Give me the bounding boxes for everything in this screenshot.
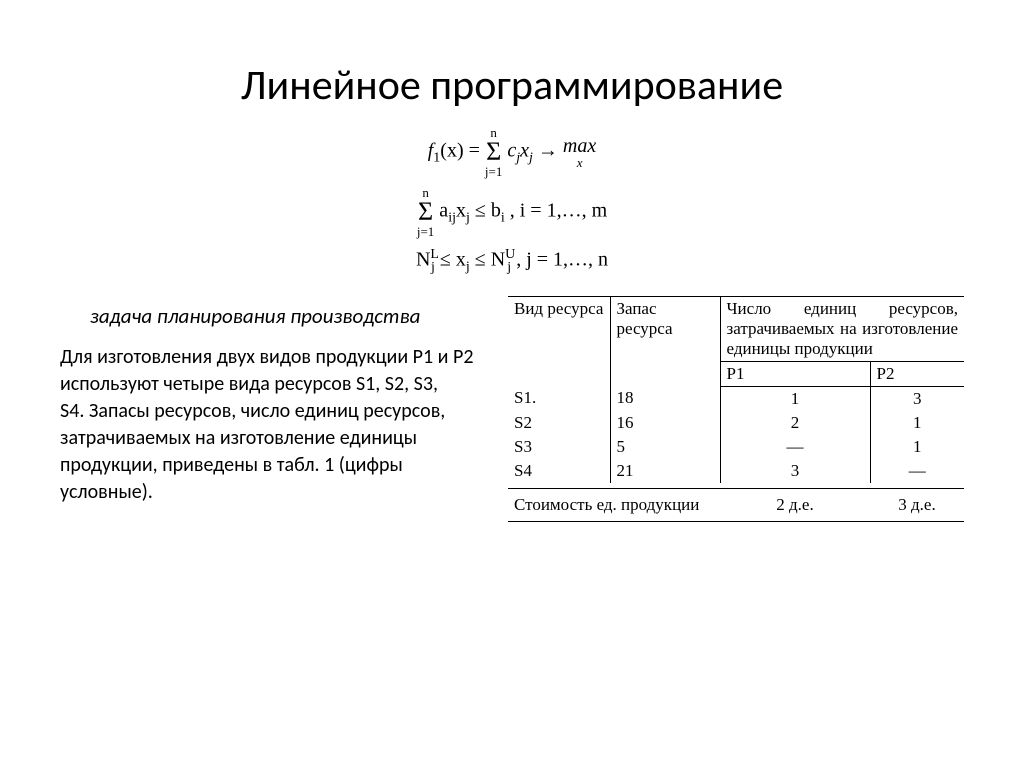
a-sub: ij — [448, 211, 456, 226]
body-p1: Для изготовления двух видов продукции Р1… — [60, 344, 500, 398]
sigma-1-sym: Σ — [485, 139, 502, 165]
c-sym: c — [507, 140, 516, 162]
x1-sym: x — [520, 140, 529, 162]
hdr-kind: Вид ресурса — [508, 296, 610, 386]
cell-p1: 1 — [720, 386, 870, 411]
sigma-1-bot: j=1 — [485, 165, 502, 178]
cell-p1: 2 — [720, 411, 870, 435]
b-sym: b — [491, 200, 501, 222]
resource-table: Вид ресурса Запас ресурса Число единиц р… — [508, 296, 964, 523]
cell-stock: 21 — [610, 459, 720, 483]
cell-stock: 16 — [610, 411, 720, 435]
body-p2: S4. Запасы ресурсов, число единиц ресурс… — [60, 398, 500, 452]
cost-p2: 3 д.е. — [870, 489, 964, 522]
cell-name: S4 — [508, 459, 610, 483]
table-row: S4 21 3 — — [508, 459, 964, 483]
formula-bounds: NLj ≤ xj ≤ NUj , j = 1,…, n — [60, 246, 964, 277]
cell-name: S3 — [508, 435, 610, 459]
hdr-units: Число единиц ресурсов, затрачиваемых на … — [720, 296, 964, 361]
sigma-1: n Σ j=1 — [485, 126, 502, 178]
xj-sub: j — [466, 260, 470, 275]
j-range: , j = 1,…, n — [516, 249, 608, 271]
cell-stock: 5 — [610, 435, 720, 459]
formula-block: f1(x) = n Σ j=1 cjxj → max x n Σ j=1 aij… — [60, 126, 964, 277]
f-arg: (x) = — [440, 140, 480, 162]
hdr-p1: P1 — [720, 361, 870, 386]
nu-sub: j — [507, 260, 511, 275]
formula-objective: f1(x) = n Σ j=1 cjxj → max x — [60, 126, 964, 178]
formula-constraint: n Σ j=1 aijxj ≤ bi , i = 1,…, m — [60, 186, 964, 238]
nl-sub: j — [431, 260, 435, 275]
slide-title: Линейное программирование — [60, 60, 964, 111]
subheading: задача планирования производства — [90, 302, 500, 330]
max-block: max x — [563, 136, 596, 169]
cell-p2: 3 — [870, 386, 964, 411]
table-row: S1. 18 1 3 — [508, 386, 964, 411]
sigma-2: n Σ j=1 — [417, 186, 434, 238]
xj-sym: x — [456, 249, 466, 271]
table-header-row: Вид ресурса Запас ресурса Число единиц р… — [508, 296, 964, 361]
hdr-stock: Запас ресурса — [610, 296, 720, 386]
cost-p1: 2 д.е. — [720, 489, 870, 522]
body-text: Для изготовления двух видов продукции Р1… — [60, 344, 500, 506]
cell-p1: 3 — [720, 459, 870, 483]
leq-3: ≤ — [475, 249, 491, 271]
i-range: , i = 1,…, m — [510, 200, 607, 222]
cell-p1: — — [720, 435, 870, 459]
nl-sym: N — [416, 249, 430, 271]
arrow: → — [538, 140, 563, 162]
max-sub: x — [563, 156, 596, 169]
x1-sub: j — [529, 151, 533, 166]
table-row: S2 16 2 1 — [508, 411, 964, 435]
cell-name: S2 — [508, 411, 610, 435]
cost-label: Стоимость ед. продукции — [508, 489, 720, 522]
cell-p2: — — [870, 459, 964, 483]
nu-sym: N — [491, 249, 505, 271]
a-sym: a — [439, 200, 448, 222]
cell-stock: 18 — [610, 386, 720, 411]
cell-p2: 1 — [870, 411, 964, 435]
table-row: S3 5 — 1 — [508, 435, 964, 459]
cell-p2: 1 — [870, 435, 964, 459]
body-p3: продукции, приведены в табл. 1 (цифры ус… — [60, 452, 500, 506]
hdr-p2: P2 — [870, 361, 964, 386]
b-sub: i — [501, 211, 505, 226]
max-label: max — [563, 136, 596, 156]
leq-2: ≤ — [440, 249, 456, 271]
leq-1: ≤ — [475, 200, 491, 222]
cell-name: S1. — [508, 386, 610, 411]
x2-sym: x — [456, 200, 466, 222]
text-column: задача планирования производства Для изг… — [60, 302, 500, 506]
sigma-2-bot: j=1 — [417, 225, 434, 238]
sigma-2-sym: Σ — [417, 199, 434, 225]
table-cost-row: Стоимость ед. продукции 2 д.е. 3 д.е. — [508, 489, 964, 522]
x2-sub: j — [466, 211, 470, 226]
